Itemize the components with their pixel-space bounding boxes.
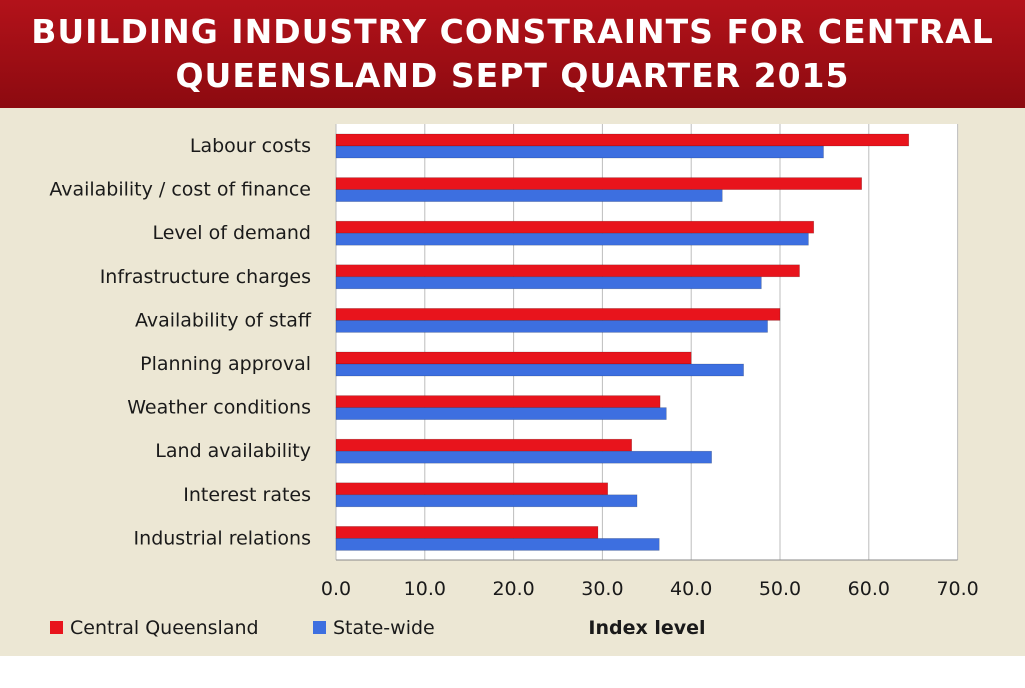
chart-title: BUILDING INDUSTRY CONSTRAINTS FOR CENTRA… xyxy=(31,12,994,95)
legend-label: Central Queensland xyxy=(70,617,259,639)
title-banner: BUILDING INDUSTRY CONSTRAINTS FOR CENTRA… xyxy=(0,0,1025,108)
bar-central-queensland-4 xyxy=(335,308,781,321)
x-tick-labels: 0.0 10.0 20.0 30.0 40.0 50.0 60.0 70.0 xyxy=(321,578,979,600)
category-label: Industrial relations xyxy=(134,527,311,549)
bar-state-wide-5 xyxy=(335,363,744,377)
x-tick-label: 20.0 xyxy=(492,578,534,600)
bar-central-queensland-5 xyxy=(335,351,692,365)
bar-state-wide-4 xyxy=(335,320,768,333)
category-label: Planning approval xyxy=(140,353,311,375)
category-label: Interest rates xyxy=(183,484,311,506)
category-label: Infrastructure charges xyxy=(100,266,311,288)
legend: Central Queensland State-wide xyxy=(50,617,435,639)
category-labels: Labour costs Availability / cost of finan… xyxy=(49,135,312,549)
category-label: Level of demand xyxy=(152,222,311,244)
bar-state-wide-3 xyxy=(335,276,762,290)
x-axis-label: Index level xyxy=(588,617,705,639)
x-tick-label: 0.0 xyxy=(321,578,351,600)
legend-swatch xyxy=(50,621,63,634)
x-tick-label: 30.0 xyxy=(581,578,623,600)
bar-state-wide-9 xyxy=(335,538,660,551)
x-tick-label: 70.0 xyxy=(936,578,978,600)
bar-central-queensland-7 xyxy=(335,438,633,452)
bottom-margin xyxy=(0,656,1025,688)
bar-state-wide-0 xyxy=(335,145,824,159)
bar-central-queensland-9 xyxy=(335,526,599,539)
x-tick-label: 60.0 xyxy=(848,578,890,600)
bar-central-queensland-1 xyxy=(335,177,862,190)
bars xyxy=(335,133,910,551)
bar-state-wide-8 xyxy=(335,494,638,508)
bar-state-wide-1 xyxy=(335,189,723,202)
bar-central-queensland-6 xyxy=(335,395,661,408)
bar-central-queensland-3 xyxy=(335,264,800,278)
x-tick-label: 40.0 xyxy=(670,578,712,600)
category-label: Availability / cost of finance xyxy=(49,179,311,201)
x-tick-label: 10.0 xyxy=(404,578,446,600)
category-label: Weather conditions xyxy=(127,397,311,419)
bar-central-queensland-8 xyxy=(335,482,609,496)
category-label: Availability of staff xyxy=(135,309,312,331)
legend-swatch xyxy=(313,621,326,634)
category-label: Labour costs xyxy=(190,135,311,157)
bar-state-wide-2 xyxy=(335,232,809,246)
bar-state-wide-6 xyxy=(335,407,667,420)
bar-central-queensland-2 xyxy=(335,220,815,234)
legend-label: State-wide xyxy=(333,617,435,639)
bar-central-queensland-0 xyxy=(335,133,910,147)
category-label: Land availability xyxy=(155,440,311,462)
x-tick-label: 50.0 xyxy=(759,578,801,600)
bar-state-wide-7 xyxy=(335,450,712,464)
